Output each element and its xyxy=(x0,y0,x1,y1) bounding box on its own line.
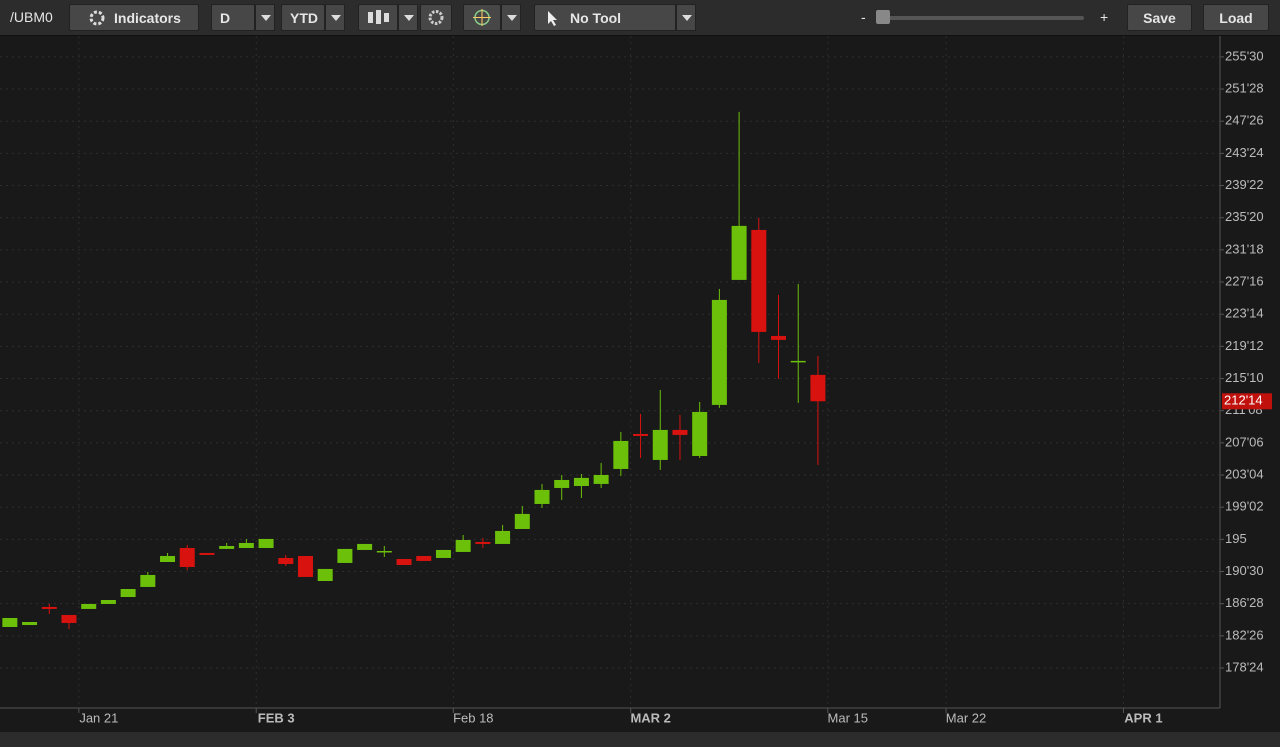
chart-type-button[interactable] xyxy=(358,4,398,31)
candle-body xyxy=(22,622,38,626)
range-select[interactable]: YTD xyxy=(281,4,325,31)
x-tick-label: Mar 15 xyxy=(828,710,868,725)
drawing-button[interactable] xyxy=(463,4,501,31)
zoom-slider[interactable] xyxy=(878,16,1084,20)
candle-body xyxy=(495,530,511,544)
candle-body xyxy=(771,335,787,340)
indicators-icon xyxy=(89,10,105,26)
x-tick-label: Feb 18 xyxy=(453,710,493,725)
scrollbar[interactable] xyxy=(0,732,1280,747)
dropdown-arrow[interactable] xyxy=(325,4,345,31)
chart: 178'24 182'26 186'28 190'30 195 199'02 203'04 2… xyxy=(0,36,1280,747)
candle-body xyxy=(120,588,136,597)
candle-body xyxy=(711,299,727,405)
y-tick-label: 223'14 xyxy=(1225,306,1264,321)
zoom-in[interactable]: + xyxy=(1100,9,1109,25)
candle-body xyxy=(61,614,77,623)
candle-icon xyxy=(368,10,389,24)
candle-body xyxy=(593,474,609,484)
y-tick-label: 195 xyxy=(1225,531,1247,546)
y-tick-label: 219'12 xyxy=(1225,338,1264,353)
candle-body xyxy=(435,549,451,558)
y-tick-label: 203'04 xyxy=(1225,466,1264,481)
cursor-icon xyxy=(548,11,557,26)
candle-body xyxy=(219,546,235,549)
y-tick-label: 199'02 xyxy=(1225,499,1264,514)
y-tick-label: 227'16 xyxy=(1225,273,1264,288)
candle-body xyxy=(810,374,826,402)
candle-body xyxy=(514,513,530,529)
dropdown-arrow[interactable] xyxy=(255,4,275,31)
drawing-icon xyxy=(473,9,491,26)
y-tick-label: 251'28 xyxy=(1225,80,1264,95)
symbol[interactable]: /UBM0 xyxy=(10,9,53,25)
y-tick-label: 215'10 xyxy=(1225,370,1264,385)
candle-body xyxy=(179,547,195,567)
candle-body xyxy=(337,548,353,563)
x-tick-label: MAR 2 xyxy=(630,710,670,725)
candle-body xyxy=(357,543,373,550)
zoom-handle[interactable] xyxy=(876,10,890,24)
load-button[interactable]: Load xyxy=(1203,4,1269,31)
y-tick-label: 231'18 xyxy=(1225,241,1264,256)
save-button[interactable]: Save xyxy=(1127,4,1192,31)
dropdown-arrow[interactable] xyxy=(501,4,521,31)
candle-body xyxy=(534,489,550,504)
dropdown-arrow[interactable] xyxy=(676,4,696,31)
x-tick-label: APR 1 xyxy=(1124,710,1162,725)
candle-body xyxy=(41,606,57,609)
candle-body xyxy=(613,440,629,469)
candle-body xyxy=(692,411,708,456)
x-tick-label: Mar 22 xyxy=(946,710,986,725)
toolbar: /UBM0 Indicators D YTD No Tool - + Save … xyxy=(0,0,1280,36)
candle-body xyxy=(140,574,156,587)
last-price-box xyxy=(1222,393,1272,410)
candle-body xyxy=(731,225,747,280)
y-tick-label: 190'30 xyxy=(1225,563,1264,578)
y-tick-label: 243'24 xyxy=(1225,145,1264,160)
candle-body xyxy=(652,429,668,460)
candle-body xyxy=(475,541,491,544)
candle-body xyxy=(278,557,294,564)
y-tick-label: 186'28 xyxy=(1225,595,1264,610)
candle-body xyxy=(573,477,589,486)
x-tick-label: Jan 21 xyxy=(79,710,118,725)
candle-body xyxy=(258,538,274,548)
candle-body xyxy=(100,600,116,604)
zoom-out[interactable]: - xyxy=(861,9,866,25)
plot-area xyxy=(0,36,1220,708)
dropdown-arrow[interactable] xyxy=(398,4,418,31)
candle-body xyxy=(238,542,254,548)
candle-body xyxy=(81,603,97,609)
candle-body xyxy=(160,555,176,562)
last-price-label: 212'14 xyxy=(1224,393,1263,408)
y-tick-label: 255'30 xyxy=(1225,48,1264,63)
indicators-button[interactable]: Indicators xyxy=(69,4,199,31)
candle-body xyxy=(297,555,313,577)
candle-body xyxy=(416,555,432,561)
x-tick-label: FEB 3 xyxy=(258,710,295,725)
candle-body xyxy=(376,550,392,553)
candle-body xyxy=(554,479,570,488)
candle-body xyxy=(751,229,767,332)
y-tick-label: 247'26 xyxy=(1225,113,1264,128)
candle-body xyxy=(396,558,412,566)
candle-body xyxy=(199,552,215,555)
candle-body xyxy=(317,568,333,582)
gear-icon xyxy=(428,10,444,25)
candle-body xyxy=(455,539,471,552)
y-tick-label: 235'20 xyxy=(1225,209,1264,224)
candle-body xyxy=(672,429,688,435)
tool-select[interactable]: No Tool xyxy=(534,4,676,31)
settings-button[interactable] xyxy=(420,4,452,31)
aggregation-select[interactable]: D xyxy=(211,4,255,31)
candle-body xyxy=(790,360,806,363)
y-tick-label: 178'24 xyxy=(1225,659,1264,674)
candle-body xyxy=(2,617,18,628)
y-tick-label: 207'06 xyxy=(1225,434,1264,449)
candle-body xyxy=(633,433,649,436)
y-tick-label: 239'22 xyxy=(1225,177,1264,192)
y-tick-label: 182'26 xyxy=(1225,627,1264,642)
